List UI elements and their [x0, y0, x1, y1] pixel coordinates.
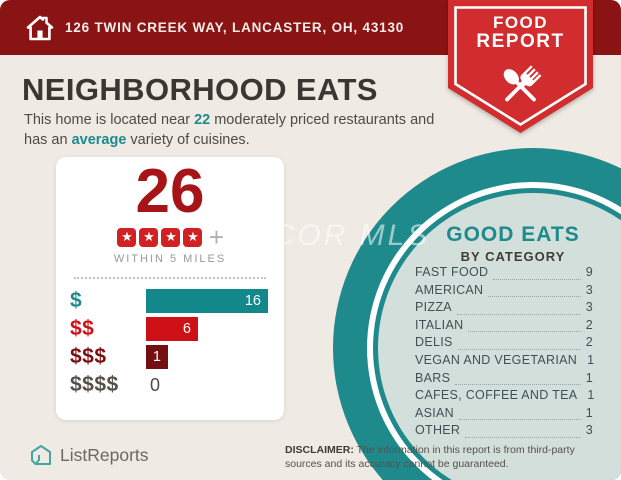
category-count: 3 [585, 282, 593, 297]
dotted-leader [456, 313, 581, 315]
category-label: OTHER [415, 423, 461, 438]
price-bar-row: $16 [70, 289, 284, 313]
star-tiles: ★ ★ ★ ★ [116, 227, 204, 247]
badge-title-line1: FOOD [492, 13, 549, 32]
star-icon: ★ [117, 227, 137, 247]
restaurant-count: 26 [135, 157, 205, 226]
star-icon: ★ [161, 227, 181, 247]
category-label: PIZZA [415, 300, 452, 315]
price-level-label: $$ [70, 317, 95, 340]
category-row: CAFES, COFFEE AND TEA 1 [415, 388, 595, 406]
food-report-badge: FOOD REPORT [448, 0, 593, 134]
star-rating: ★ ★ ★ ★ + [56, 222, 284, 252]
variety-highlight: average [71, 132, 127, 148]
category-count: 9 [585, 265, 593, 279]
bar-value-zero: 0 [150, 375, 161, 395]
price-bar: 16 [146, 289, 268, 313]
category-row: DELIS 2 [415, 335, 593, 353]
subtitle-part: has an [24, 132, 72, 148]
category-label: ASIAN [415, 405, 455, 420]
category-count: 1 [587, 352, 595, 367]
badge-ribbon-shape [448, 0, 593, 133]
disclaimer-label: DISCLAIMER: [285, 444, 354, 456]
category-row: ITALIAN 2 [415, 318, 593, 336]
price-bar-row: $$$ 1 [70, 345, 284, 369]
dotted-leader [468, 331, 581, 333]
category-label: AMERICAN [415, 282, 484, 297]
category-row: VEGAN AND VEGETARIAN 1 [415, 352, 595, 371]
badge-title-line2: REPORT [476, 30, 565, 52]
page-title: NEIGHBORHOOD EATS [22, 72, 378, 107]
dotted-leader [457, 348, 581, 350]
brand-logo: ListReports [30, 444, 149, 466]
restaurant-count-inline: 22 [194, 112, 211, 128]
disclaimer-text: The information in this report is from t… [285, 444, 575, 470]
category-label: ITALIAN [415, 317, 464, 332]
home-icon [26, 15, 54, 40]
price-level-label: $$$$ [70, 373, 119, 396]
category-label: DELIS [415, 335, 453, 350]
price-bar-chart: $16 $$ 6 $$$ 1 $$$$ 0 [56, 289, 284, 397]
category-count: 2 [585, 335, 593, 350]
property-address: 126 TWIN CREEK WAY, LANCASTER, OH, 43130 [65, 20, 405, 35]
category-row: ASIAN 1 [415, 406, 593, 424]
listreports-icon [31, 445, 51, 465]
subtitle-part: moderately priced restaurants and [210, 112, 435, 128]
good-eats-heading: GOOD EATS BY CATEGORY [398, 223, 621, 264]
category-count: 1 [585, 405, 593, 420]
brand-name: ListReports [60, 444, 149, 465]
price-bar: 6 [146, 317, 198, 341]
good-eats-title: GOOD EATS [446, 223, 580, 246]
plus-suffix: + [208, 222, 225, 252]
price-bar: 1 [146, 345, 168, 369]
bar-value: 16 [244, 293, 261, 309]
category-label: FAST FOOD [415, 265, 489, 279]
restaurant-count-card: 26 ★ ★ ★ ★ + WITHIN 5 MILES $16 $$ 6 $$$ 1 $$$$ 0 [56, 157, 284, 420]
dotted-divider [74, 277, 266, 279]
bar-track: 0 [146, 373, 284, 397]
category-list: FAST FOOD 9 AMERICAN 3 PIZZA 3 ITALIAN 2 DELIS 2 V… [415, 265, 595, 441]
category-label: VEGAN AND VEGETARIAN [415, 352, 578, 367]
dotted-leader [455, 384, 581, 386]
miles-caption: WITHIN 5 MILES [113, 253, 227, 265]
star-icon: ★ [139, 227, 159, 247]
disclaimer: DISCLAIMER: The information in this repo… [285, 444, 613, 472]
category-count: 2 [585, 317, 593, 332]
fork-spoon-icon [503, 65, 542, 102]
subtitle-text: This home is located near 22 moderately … [24, 110, 464, 150]
category-row: BARS 1 [415, 371, 593, 389]
bar-value: 6 [182, 321, 191, 337]
category-label: CAFES, COFFEE AND TEA [415, 388, 578, 403]
subtitle-part: variety of cuisines. [126, 132, 250, 148]
subtitle-part: This home is located near [24, 112, 195, 128]
category-count: 3 [585, 423, 593, 438]
bar-track: 1 [146, 345, 284, 369]
category-label: BARS [415, 370, 451, 385]
bar-track: 6 [146, 317, 284, 341]
category-count: 1 [585, 370, 593, 385]
price-level-label: $$$ [70, 345, 107, 368]
price-level-label: $ [70, 289, 83, 312]
dotted-leader [459, 419, 581, 421]
price-bar-row: $$$$ 0 [70, 373, 284, 397]
badge-title: FOOD REPORT [448, 14, 593, 52]
bar-value: 1 [152, 349, 161, 365]
bar-track: 16 [146, 289, 284, 313]
dotted-leader [488, 296, 581, 298]
dotted-leader [493, 278, 581, 280]
dotted-leader [465, 436, 581, 438]
category-row: AMERICAN 3 [415, 283, 593, 301]
category-row: OTHER 3 [415, 423, 593, 441]
price-bar-row: $$ 6 [70, 317, 284, 341]
category-row: FAST FOOD 9 [415, 265, 593, 283]
category-row: PIZZA 3 [415, 300, 593, 318]
category-count: 3 [585, 300, 593, 315]
star-icon: ★ [183, 227, 203, 247]
category-count: 1 [587, 388, 595, 403]
good-eats-subtitle: BY CATEGORY [460, 249, 566, 264]
